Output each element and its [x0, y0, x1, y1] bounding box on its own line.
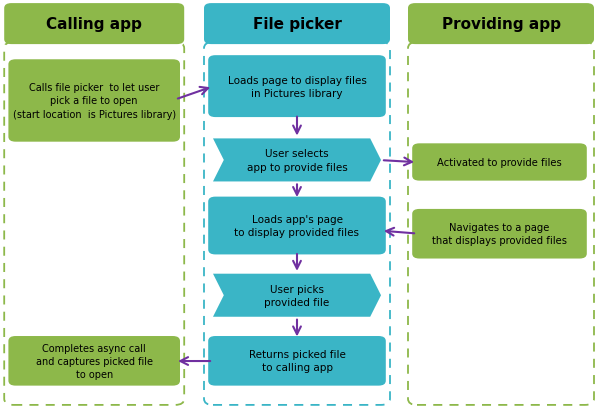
Text: Calls file picker  to let user
pick a file to open
(start location  is Pictures : Calls file picker to let user pick a fil…	[13, 83, 176, 119]
FancyBboxPatch shape	[208, 56, 386, 118]
Polygon shape	[213, 274, 381, 317]
Text: Returns picked file
to calling app: Returns picked file to calling app	[248, 349, 346, 373]
FancyBboxPatch shape	[208, 197, 386, 255]
Text: File picker: File picker	[253, 17, 341, 32]
Text: Activated to provide files: Activated to provide files	[437, 157, 562, 168]
FancyBboxPatch shape	[4, 4, 184, 45]
FancyBboxPatch shape	[204, 4, 390, 45]
FancyBboxPatch shape	[412, 209, 587, 259]
FancyBboxPatch shape	[8, 60, 180, 142]
Text: Navigates to a page
that displays provided files: Navigates to a page that displays provid…	[432, 222, 567, 246]
Polygon shape	[213, 139, 381, 182]
FancyBboxPatch shape	[412, 144, 587, 181]
Text: User selects
app to provide files: User selects app to provide files	[247, 149, 347, 172]
FancyBboxPatch shape	[408, 4, 594, 45]
FancyBboxPatch shape	[208, 336, 386, 386]
Text: User picks
provided file: User picks provided file	[265, 284, 329, 307]
Text: Loads page to display files
in Pictures library: Loads page to display files in Pictures …	[227, 75, 367, 99]
Text: Calling app: Calling app	[46, 17, 142, 32]
Text: Providing app: Providing app	[442, 17, 560, 32]
Text: Loads app's page
to display provided files: Loads app's page to display provided fil…	[235, 214, 359, 238]
Text: Completes async call
and captures picked file
to open: Completes async call and captures picked…	[36, 343, 152, 379]
FancyBboxPatch shape	[8, 336, 180, 386]
